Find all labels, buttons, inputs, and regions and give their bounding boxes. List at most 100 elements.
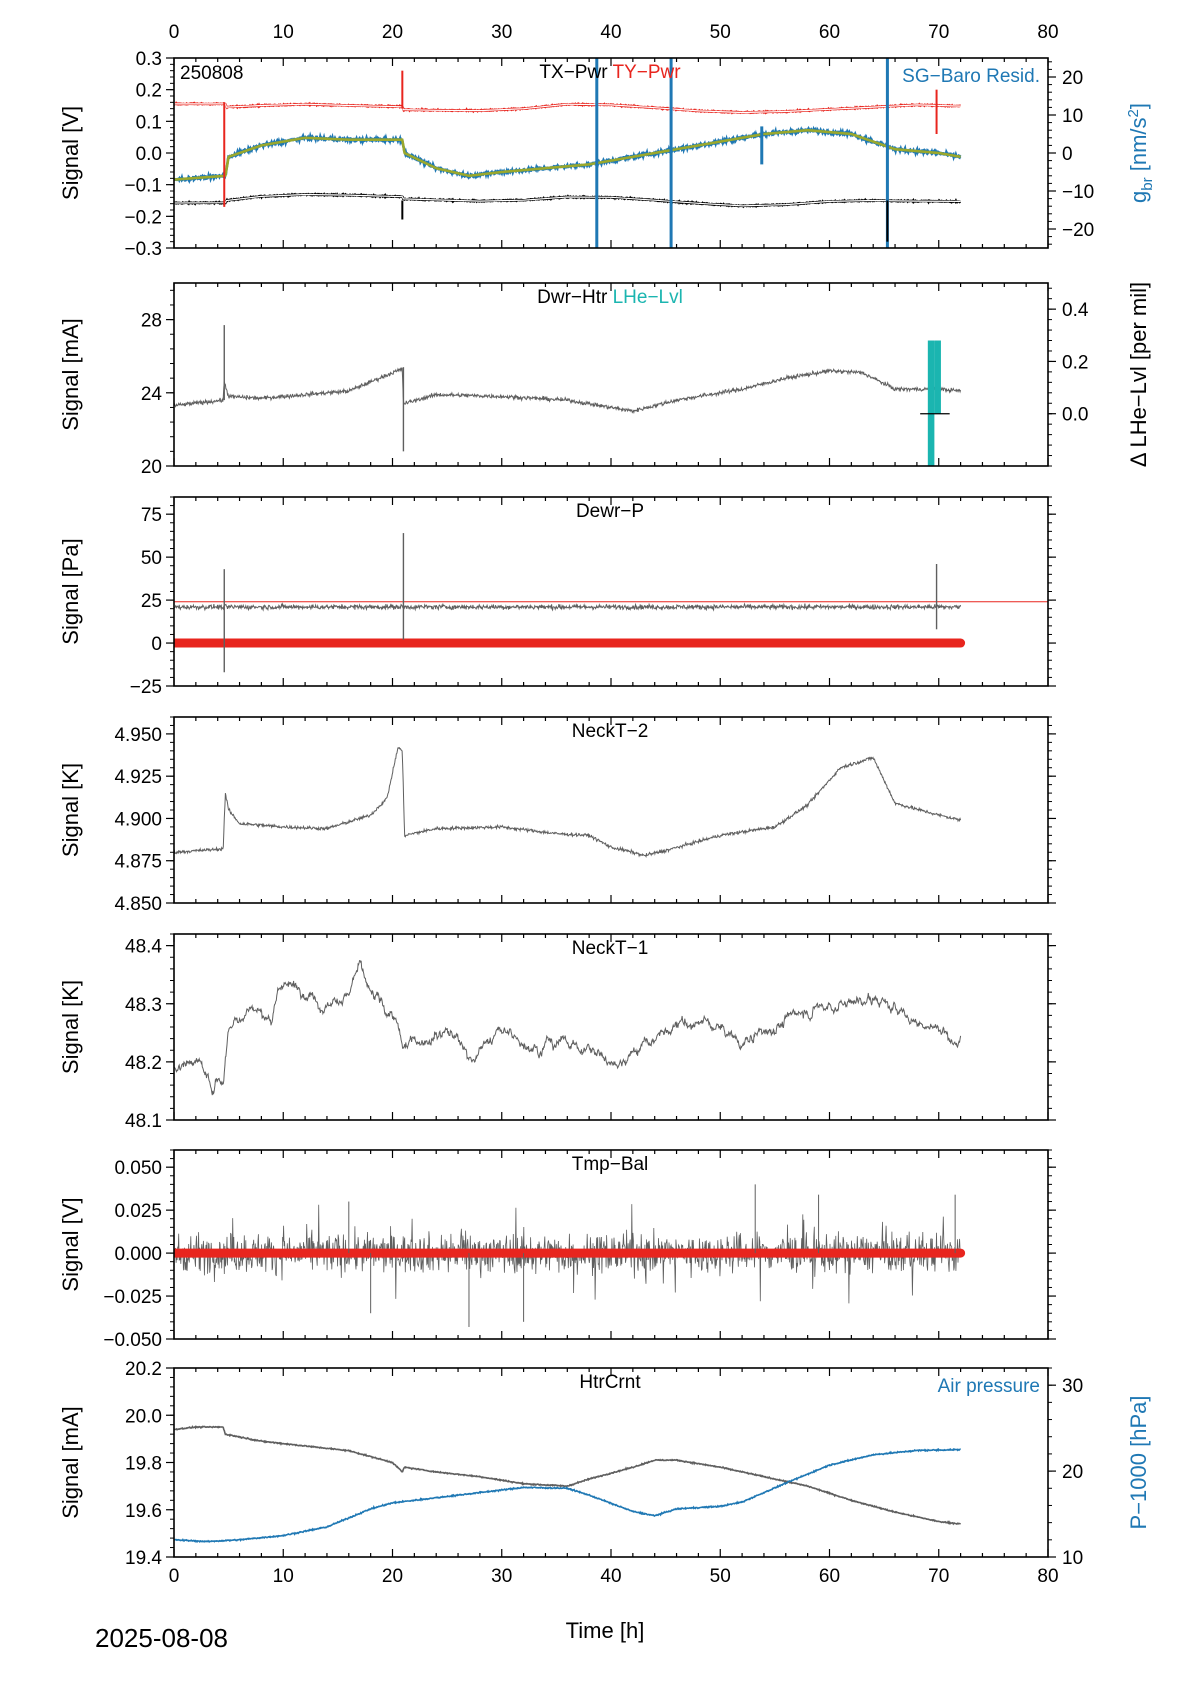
right-series-label: SG−Baro Resid. bbox=[902, 66, 1040, 87]
y-tick-label: 0.2 bbox=[136, 81, 162, 102]
y-axis-title: Signal [K] bbox=[58, 980, 83, 1074]
x-tick-label: 60 bbox=[819, 22, 840, 43]
y-axis-title: Signal [V] bbox=[58, 106, 83, 200]
top-x-axis: 0 10 20 30 40 50 60 70 80 bbox=[169, 22, 1059, 43]
series-line-neckt-2 bbox=[174, 746, 962, 858]
bottom-x-axis: 0 10 20 30 40 50 60 70 80 bbox=[169, 1566, 1059, 1587]
x-tick-label: 70 bbox=[928, 1566, 949, 1587]
plot-area bbox=[174, 325, 962, 466]
panel-title-part: TX−Pwr bbox=[539, 62, 608, 83]
panel-p6: −0.050 −0.025 0.000 0.025 0.050 Signal [V] Tmp… bbox=[58, 1149, 1056, 1351]
series-line-air-pressure bbox=[174, 1447, 962, 1544]
panel-annotation: 250808 bbox=[180, 63, 243, 84]
x-tick-label: 20 bbox=[382, 1566, 403, 1587]
y-tick-label: −25 bbox=[130, 677, 162, 698]
panel-title-part: NeckT−2 bbox=[572, 721, 649, 742]
y-tick-label: 4.950 bbox=[114, 725, 162, 746]
plot-area bbox=[174, 746, 962, 858]
series-line-dwr-htr bbox=[174, 367, 962, 415]
right-series-label: Air pressure bbox=[938, 1376, 1040, 1397]
y2-tick-label: 10 bbox=[1062, 1548, 1083, 1569]
x-tick-label: 60 bbox=[819, 1566, 840, 1587]
y-tick-label: 0.0 bbox=[136, 144, 162, 165]
x-tick-label: 80 bbox=[1037, 1566, 1058, 1587]
panel-title: Dwr−Htr LHe−Lvl bbox=[537, 287, 683, 308]
x-tick-label: 40 bbox=[600, 1566, 621, 1587]
plot-area bbox=[174, 960, 962, 1096]
y-tick-label: 48.2 bbox=[125, 1053, 162, 1074]
y2-tick-label: 0.2 bbox=[1062, 352, 1088, 373]
panel-p4: 4.850 4.875 4.900 4.925 4.950 Signal [K] NeckT… bbox=[58, 716, 1056, 915]
panel-title-part: Tmp−Bal bbox=[572, 1154, 649, 1175]
y2-tick-label: 0.0 bbox=[1062, 405, 1088, 426]
panel-title-part: Dwr−Htr bbox=[537, 287, 608, 308]
plot-area bbox=[174, 1184, 966, 1327]
x-tick-label: 70 bbox=[928, 22, 949, 43]
y-tick-label: 0.050 bbox=[114, 1158, 162, 1179]
y-tick-label: 48.3 bbox=[125, 995, 162, 1016]
y-tick-label: 20.0 bbox=[125, 1406, 162, 1427]
panel-title: TX−Pwr TY−Pwr bbox=[539, 62, 681, 83]
y2-tick-label: 10 bbox=[1062, 106, 1083, 127]
panel-title: NeckT−1 bbox=[572, 938, 649, 959]
y-tick-label: 25 bbox=[141, 591, 162, 612]
y2-tick-label: 30 bbox=[1062, 1376, 1083, 1397]
y2-tick-label: 0.4 bbox=[1062, 300, 1089, 321]
panel-title-part: TY−Pwr bbox=[608, 62, 682, 83]
y2-axis-title: gbr [nm/s2] bbox=[1125, 103, 1156, 203]
y2-axis-title: P−1000 [hPa] bbox=[1126, 1396, 1151, 1530]
x-tick-label: 30 bbox=[491, 22, 512, 43]
plot-area bbox=[174, 1425, 962, 1544]
y-tick-label: 0.1 bbox=[136, 112, 162, 133]
y-tick-label: 19.8 bbox=[125, 1454, 162, 1475]
plot-area bbox=[174, 533, 1048, 673]
panel-p7: 19.4 19.6 19.8 20.0 20.2 10 20 30 P−1000 [hPa] Si… bbox=[58, 1359, 1151, 1569]
lhe-lvl-bar bbox=[934, 340, 941, 414]
y-tick-label: 28 bbox=[141, 311, 162, 332]
panel-title-part: HtrCrnt bbox=[579, 1372, 641, 1393]
y-tick-label: 4.925 bbox=[114, 767, 162, 788]
y-tick-label: 48.4 bbox=[125, 937, 162, 958]
x-tick-label: 30 bbox=[491, 1566, 512, 1587]
y-tick-label: 19.6 bbox=[125, 1501, 162, 1522]
x-axis-title: Time [h] bbox=[566, 1618, 645, 1643]
y-tick-label: 20 bbox=[141, 457, 162, 478]
panel-p3: −25 0 25 50 75 Signal [Pa] Dewr−P bbox=[58, 496, 1056, 698]
y2-tick-label: 20 bbox=[1062, 68, 1083, 89]
plot-area bbox=[174, 58, 962, 248]
panel-title: Tmp−Bal bbox=[572, 1154, 649, 1175]
x-tick-label: 0 bbox=[169, 22, 180, 43]
x-tick-label: 80 bbox=[1037, 22, 1058, 43]
panel-p1: −0.3 −0.2 −0.1 0.0 0.1 0.2 0.3 −20 −10 0 10 20 gbr [… bbox=[58, 49, 1156, 260]
series-line-dewr-p bbox=[174, 602, 962, 612]
panel-title: Dewr−P bbox=[576, 501, 644, 522]
y-tick-label: −0.1 bbox=[124, 176, 162, 197]
y-tick-label: −0.025 bbox=[103, 1287, 162, 1308]
panel-p5: 48.1 48.2 48.3 48.4 Signal [K] NeckT−1 bbox=[58, 933, 1056, 1132]
y-tick-label: −0.050 bbox=[103, 1330, 162, 1351]
y2-tick-label: −20 bbox=[1062, 220, 1094, 241]
x-tick-label: 20 bbox=[382, 22, 403, 43]
y2-tick-label: 20 bbox=[1062, 1462, 1083, 1483]
y-tick-label: −0.2 bbox=[124, 207, 162, 228]
lhe-lvl-bar bbox=[927, 340, 935, 466]
panel-title-part: LHe−Lvl bbox=[607, 287, 683, 308]
y-tick-label: 0.025 bbox=[114, 1201, 162, 1222]
series-smooth-ty-pwr bbox=[174, 103, 961, 114]
series-line-htrcrnt bbox=[174, 1425, 962, 1526]
panel-p2: 20 24 28 0.0 0.2 0.4 Δ LHe−Lvl [per mil] Signal… bbox=[58, 282, 1151, 478]
y-axis-title: Signal [mA] bbox=[58, 1406, 83, 1519]
x-tick-label: 50 bbox=[710, 1566, 731, 1587]
y-tick-label: 0.000 bbox=[114, 1244, 162, 1265]
x-tick-label: 50 bbox=[710, 22, 731, 43]
panel-title: HtrCrnt bbox=[579, 1372, 641, 1393]
y-axis-title: Signal [K] bbox=[58, 763, 83, 857]
y2-tick-label: 0 bbox=[1062, 144, 1073, 165]
series-smooth-tx-pwr bbox=[174, 193, 961, 207]
x-tick-label: 10 bbox=[273, 22, 294, 43]
date-label: 2025-08-08 bbox=[95, 1623, 228, 1653]
series-line-sg-baro-resid-fit bbox=[174, 128, 961, 181]
panel-title-part: Dewr−P bbox=[576, 501, 644, 522]
y-tick-label: 20.2 bbox=[125, 1359, 162, 1380]
